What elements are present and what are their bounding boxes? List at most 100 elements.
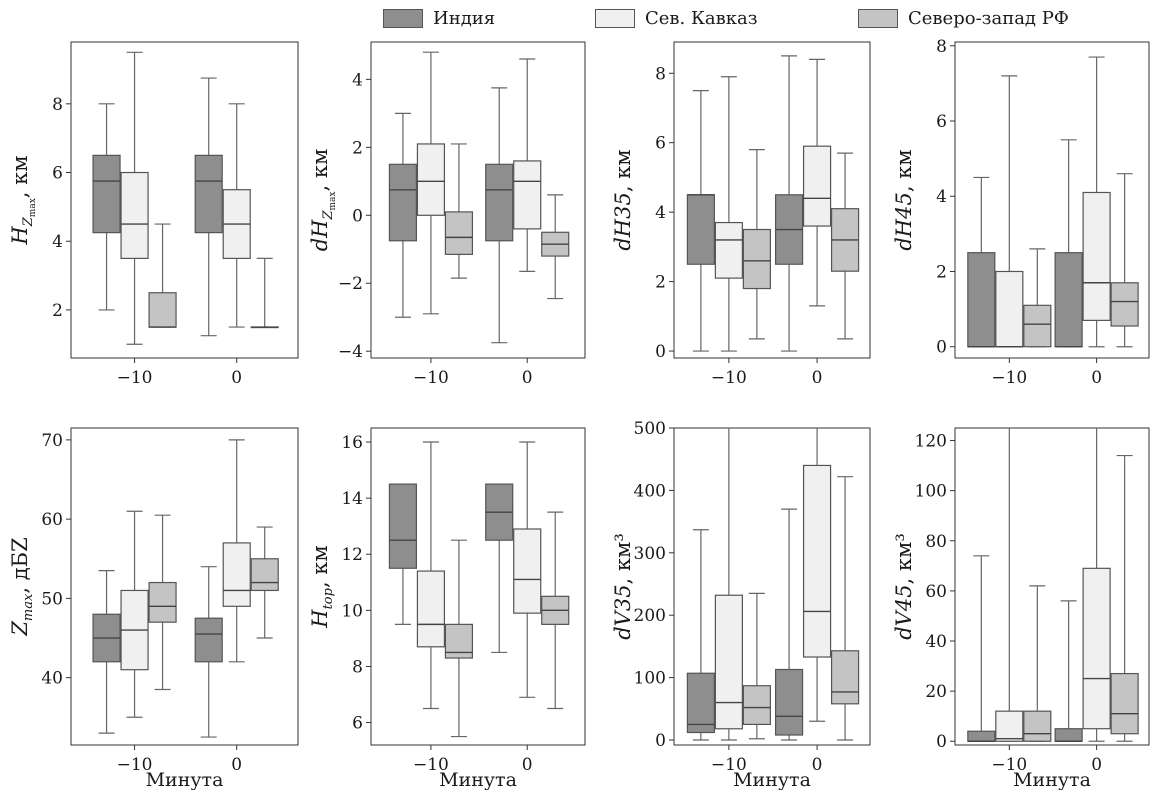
box-northwest-m10 [148, 514, 177, 691]
box-north-caucasus-0 [802, 58, 832, 307]
plot-frame [673, 427, 871, 746]
box-body [416, 143, 446, 216]
y-label-unit: , км [308, 545, 332, 588]
box-body [513, 528, 542, 614]
box-body [416, 570, 446, 648]
y-axis-label: HZmax, км [8, 155, 38, 245]
y-axis-label: dH35, км [611, 149, 635, 250]
box-body [1023, 710, 1052, 742]
x-tick-label: −10 [991, 755, 1027, 775]
box-body [148, 581, 177, 623]
y-tick-label: 6 [655, 134, 666, 154]
y-tick-label: 70 [41, 431, 63, 451]
y-tick-label: 0 [352, 206, 363, 226]
x-tick-label: −10 [117, 368, 153, 388]
y-tick-label: 100 [634, 669, 666, 689]
y-tick-label: 8 [352, 657, 363, 677]
box-body [1054, 252, 1083, 348]
box-north-caucasus-m10 [995, 428, 1024, 742]
box-body [194, 154, 223, 234]
y-tick-label: 60 [41, 510, 63, 530]
box-india-0 [194, 77, 223, 337]
plot-frame [954, 427, 1150, 746]
y-tick-label: 6 [352, 714, 363, 734]
box-body [686, 672, 715, 734]
y-tick-label: 8 [655, 64, 666, 84]
box-north-caucasus-m10 [120, 51, 149, 345]
y-label-sub: top [321, 587, 336, 609]
y-label-main: dV35 [611, 584, 635, 639]
y-label-main: dH35 [611, 192, 635, 250]
y-label-unit: , км [8, 155, 32, 198]
y-label-main: H [308, 609, 332, 629]
y-tick-label: 2 [655, 273, 666, 293]
box-body [250, 558, 279, 592]
y-tick-label: 4 [352, 70, 363, 90]
y-tick-label: 100 [915, 482, 947, 502]
legend-swatch-india [383, 9, 423, 28]
box-north-caucasus-0 [1082, 56, 1111, 348]
plot-frame [370, 427, 586, 746]
box-body [774, 668, 804, 736]
x-tick-label: 0 [1091, 755, 1102, 775]
legend-swatch-north-caucasus [595, 9, 635, 28]
panel-6: 6 8 10 12 14 16 −10 0 Htop, км Минута [308, 427, 586, 790]
y-label-sub: max [21, 593, 36, 621]
box-northwest-0 [1110, 173, 1139, 348]
box-india-m10 [967, 176, 996, 348]
box-northwest-m10 [1023, 585, 1052, 742]
box-india-0 [774, 55, 804, 352]
y-tick-label: 4 [52, 232, 63, 252]
y-label-unit: , км [611, 149, 635, 192]
y-label-main: dH45 [892, 192, 916, 250]
y-label-main: Z [8, 621, 32, 637]
y-tick-label: 10 [341, 601, 363, 621]
box-body [967, 252, 996, 348]
y-tick-label: 2 [936, 262, 947, 282]
y-tick-label: 2 [52, 301, 63, 321]
plot-frame [954, 41, 1150, 359]
box-northwest-m10 [444, 539, 474, 738]
y-tick-label: 14 [341, 489, 363, 509]
x-axis-label: Минута [439, 769, 517, 790]
y-tick-label: 0 [936, 732, 947, 752]
y-tick-label: 4 [936, 187, 947, 207]
x-tick-label: 0 [812, 755, 823, 775]
box-body [742, 685, 771, 726]
box-northwest-0 [830, 152, 860, 340]
box-body [742, 228, 771, 290]
y-axis-label: dV45, км³ [892, 533, 916, 640]
box-india-0 [1054, 600, 1083, 742]
y-tick-label: 6 [936, 112, 947, 132]
panel-8: 0 20 40 60 80 100 120 −10 0 dV45, км³ Минута [892, 427, 1150, 790]
box-india-0 [194, 566, 223, 738]
box-india-0 [485, 483, 514, 654]
box-north-caucasus-0 [222, 103, 251, 328]
y-label-unit: , км³ [611, 533, 635, 584]
x-tick-label: 0 [1091, 368, 1102, 388]
y-tick-label: 20 [925, 682, 947, 702]
y-axis-label: dHZmax, км [308, 149, 338, 252]
y-tick-label: 6 [52, 164, 63, 184]
box-body [513, 160, 542, 230]
legend-item-northwest: Северо-запад РФ [858, 8, 1069, 29]
y-tick-label: −4 [338, 342, 363, 362]
box-body [686, 194, 715, 265]
y-tick-label: 300 [634, 544, 666, 564]
box-northwest-0 [541, 194, 570, 300]
box-body [995, 710, 1024, 742]
y-axis-label: dH45, км [892, 149, 916, 250]
plot-frame [70, 41, 299, 359]
y-tick-label: 0 [936, 338, 947, 358]
x-tick-label: −10 [413, 368, 449, 388]
box-body [148, 292, 177, 328]
panel-7: 0 100 200 300 400 500 −10 0 dV35, км³ Минута [611, 419, 871, 790]
y-label-main: dV45 [892, 584, 916, 639]
panel-3: 0 2 4 6 8 −10 0 dH35, км [611, 41, 871, 388]
box-india-m10 [686, 90, 715, 352]
box-body [714, 594, 743, 730]
box-northwest-m10 [742, 149, 771, 340]
box-body [92, 154, 121, 234]
box-northwest-m10 [742, 592, 771, 740]
box-north-caucasus-0 [513, 441, 542, 698]
